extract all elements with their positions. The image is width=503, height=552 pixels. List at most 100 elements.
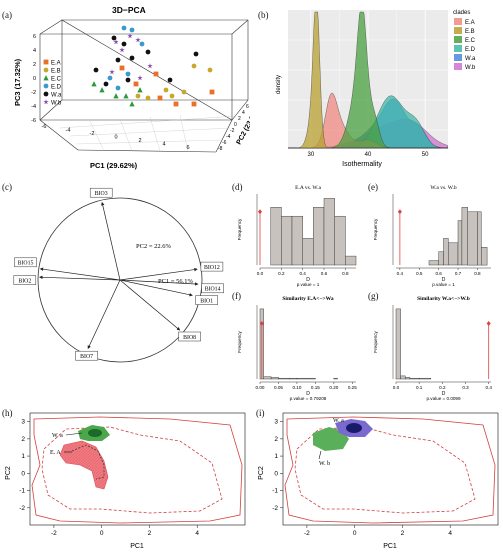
niche-h-wa-core [88, 429, 102, 437]
scatter-point-E.A [133, 81, 139, 87]
density-x-ticks: 30 40 50 [308, 152, 430, 158]
niche-y-tick-label: -1 [19, 488, 25, 495]
scatter-point-W.a [115, 57, 121, 63]
pc1-tick-label: -4 [66, 128, 71, 134]
hist-x-tick-label: 0.25 [348, 385, 357, 390]
hist-bar [481, 247, 488, 266]
density-legend-swatch-W.b [454, 63, 462, 70]
biplot-label-BIO7: BIO7 [80, 354, 93, 360]
scatter-point-W.a [129, 55, 135, 61]
pc3-tick-label: 2 [33, 62, 36, 68]
density-legend-swatch-W.a [454, 54, 462, 61]
pca3d-floor-grid [59, 114, 237, 153]
hist-x-tick-label: 0.7 [455, 271, 462, 276]
hist-ylabel: Frequency [373, 330, 378, 352]
niche-x-tick-label: 2 [401, 530, 405, 537]
hist-observed-marker [486, 321, 491, 326]
scatter-point-W.b [109, 69, 115, 75]
scatter-point-W.b [127, 33, 133, 39]
scatter-point-W.b [119, 47, 125, 53]
hist-observed-marker [397, 209, 402, 215]
scatter-point-W.a [167, 77, 173, 83]
biplot-vector-BIO2 [39, 275, 121, 281]
scatter-point-E.B [207, 67, 213, 73]
hist-x-tick-label: 0.15 [311, 385, 320, 390]
density-legend-label-E.B: E.B [465, 29, 475, 35]
biplot-label-box-BIO8 [178, 331, 201, 342]
biplot-label-box-BIO2 [13, 275, 37, 285]
hist-bar [405, 377, 411, 380]
pca3d-ylabel: PC3 (17.32%) [13, 58, 22, 106]
hist-x-tick-label: 0.05 [274, 385, 283, 390]
scatter-point-E.C [99, 87, 105, 93]
legend-label-E.D: E.D [51, 85, 62, 91]
pca3d-xlabel: PC1 (29.62%) [90, 161, 138, 170]
biplot-label-box-BIO14 [201, 283, 224, 294]
density-legend-swatch-E.A [454, 18, 462, 25]
biplot-circle [37, 197, 203, 363]
pc3-tick-label: -2 [31, 90, 36, 96]
panel-label-e: (e) [368, 182, 378, 192]
niche-y-tick-label: 3 [274, 419, 278, 426]
niche-i-frame [282, 412, 499, 526]
scatter-point-W.a [121, 41, 127, 47]
legend-marker-E.A [43, 59, 49, 65]
niche-i-ticks: -2 0 2 4 -2 -1 0 1 2 3 [272, 419, 452, 537]
hist-bar [467, 211, 478, 266]
hist-bar [334, 215, 346, 266]
hist-xlabel: D [442, 277, 446, 283]
density-legend-swatch-E.B [454, 27, 462, 34]
niche-y-tick-label: -2 [19, 505, 25, 512]
scatter-point-W.b [135, 37, 141, 43]
niche-y-tick-label: 2 [21, 436, 25, 443]
scatter-point-E.C [129, 101, 135, 107]
biplot-pc1-label: PC1 = 56.1% [158, 278, 193, 285]
hist-bar [457, 220, 463, 266]
hist-x-tick-label: 0.2 [439, 385, 446, 390]
biplot-label-box-BIO12 [200, 261, 224, 272]
panel-label-a: (a) [2, 10, 12, 20]
niche-i-ylabel: PC2 [258, 466, 265, 480]
pc2-tick-label: -2 [230, 128, 235, 134]
panel-label-c: (c) [2, 182, 12, 192]
scatter-point-W.a [93, 67, 99, 73]
biplot-vector-BIO3 [101, 201, 121, 281]
niche-y-tick-label: 1 [21, 453, 25, 460]
biplot-vector-BIO8 [119, 279, 181, 331]
scatter-point-E.C [113, 93, 119, 99]
pc2-tick-label: -6 [222, 140, 227, 146]
niche-y-tick-label: -1 [272, 488, 278, 495]
hist-bar [438, 251, 444, 266]
hist-bar [333, 377, 338, 380]
hist-observed-marker [258, 209, 262, 215]
hist-title: Similarity E.A<−>Wa [282, 296, 334, 302]
hist-x-tick-label: 0.20 [329, 385, 338, 390]
density-ylabel: density [276, 75, 282, 94]
density-legend-swatch-E.D [454, 45, 462, 52]
niche-map-h: W. a E. A -2 0 2 4 -2 -1 0 1 2 3 PC1 PC2 [5, 412, 246, 550]
hist-ylabel: Frequency [237, 330, 242, 352]
pc2-tick-label: 2 [238, 116, 241, 122]
pca3d-points [91, 25, 215, 107]
scatter-point-E.B [145, 95, 151, 101]
scatter-point-E.C [91, 81, 97, 87]
biplot-vectors: BIO3 BIO12 BIO14 BIO1 BIO8 BIO7 BIO15 BIO2 [13, 187, 224, 361]
legend-label-E.B: E.B [51, 69, 61, 75]
hist-pvalue: p.value = 1 [297, 282, 320, 287]
density-curve-E.B [288, 11, 448, 149]
niche-x-tick-label: -2 [51, 530, 57, 537]
niche-h-wa-pointer [65, 432, 83, 436]
pc2-tick-label: -8 [218, 146, 223, 152]
pc3-tick-label: 4 [33, 48, 36, 54]
biplot-vector-BIO1 [119, 279, 193, 297]
biplot-label-BIO3: BIO3 [95, 191, 108, 197]
scatter-point-W.b [113, 39, 119, 45]
hist-observed-marker [259, 321, 264, 326]
niche-h-frame [29, 412, 246, 526]
biplot-vector-BIO12 [119, 267, 198, 281]
hist-bar [477, 211, 482, 266]
legend-label-W.b: W.b [51, 101, 62, 107]
scatter-point-E.A [191, 101, 197, 107]
scatter-point-E.A [153, 71, 159, 77]
pc1-tick-label: -6 [42, 124, 47, 130]
